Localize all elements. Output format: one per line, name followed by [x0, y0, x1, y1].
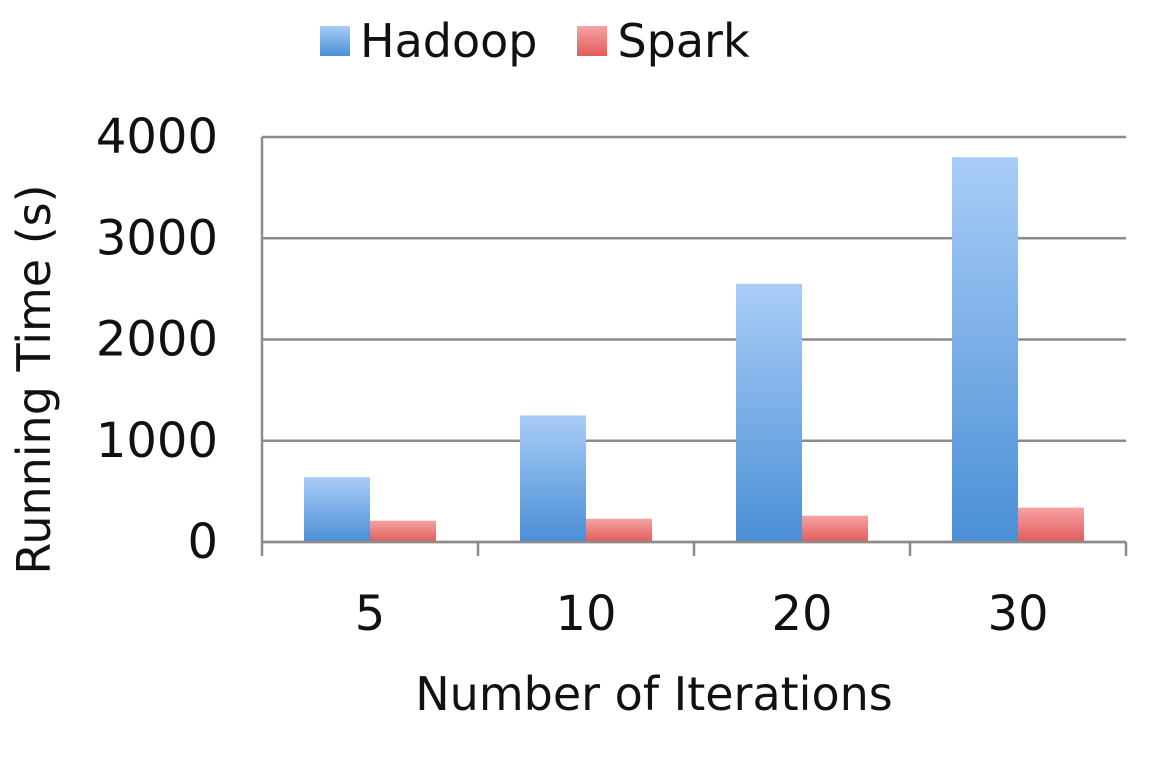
legend-label-hadoop: Hadoop	[360, 14, 538, 68]
bars-layer	[304, 157, 1084, 542]
legend-item-hadoop: Hadoop	[320, 14, 537, 68]
y-tick-label: 2000	[96, 312, 218, 368]
legend-label-spark: Spark	[617, 14, 750, 68]
bar-hadoop-30	[952, 157, 1018, 542]
x-tick-label: 10	[555, 586, 616, 642]
y-tick-label: 3000	[96, 210, 218, 266]
x-tick-label: 5	[355, 586, 386, 642]
bar-spark-5	[370, 520, 436, 542]
x-tick-label: 30	[987, 586, 1048, 642]
y-tick-label: 0	[187, 514, 218, 570]
x-axis-title: Number of Iterations	[415, 667, 892, 721]
y-tick-label: 4000	[96, 109, 218, 165]
legend-swatch-spark	[577, 26, 608, 56]
axes-layer	[260, 137, 1128, 556]
y-tick-label: 1000	[96, 413, 218, 469]
bar-spark-10	[586, 518, 652, 542]
bar-hadoop-10	[520, 415, 586, 542]
bar-hadoop-20	[736, 283, 802, 542]
labels-layer: 0 1000 2000 3000 4000 5 10 20 30 Number of Iterat…	[7, 109, 1049, 721]
legend-item-spark: Spark	[577, 14, 750, 68]
legend: Hadoop Spark	[320, 14, 750, 68]
y-axis-title: Running Time (s)	[7, 184, 61, 574]
legend-swatch-hadoop	[320, 26, 350, 56]
x-tick-label: 20	[771, 586, 832, 642]
bar-hadoop-5	[304, 477, 370, 542]
bar-spark-20	[802, 515, 868, 542]
bar-spark-30	[1018, 507, 1084, 542]
